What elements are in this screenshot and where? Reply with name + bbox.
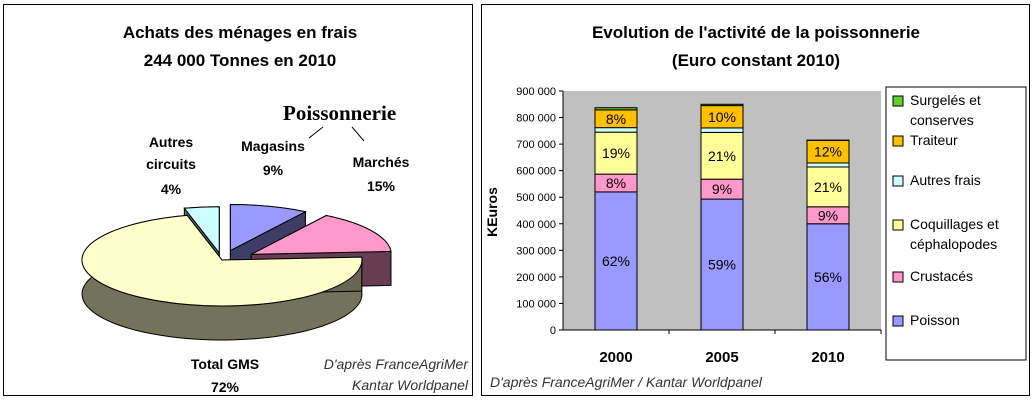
pie-label-marches-value: 15% — [367, 178, 396, 194]
bar-surgeles-et-conserves-2000 — [594, 107, 638, 111]
pie-label-autres-circuits-value: 4% — [161, 181, 182, 197]
pie-label-autres-circuits-line2: circuits — [146, 156, 196, 172]
legend-swatch-coquillages-et-cephalopodes — [892, 219, 904, 231]
y-tick-label: 900 000 — [516, 86, 556, 98]
y-tick-label: 200 000 — [516, 272, 556, 284]
pie-label-total-gms: Total GMS — [191, 356, 259, 372]
legend-label: Autres frais — [910, 172, 981, 188]
data-label-coquillages-et-cephalopodes-2010: 21% — [814, 179, 842, 195]
pie-labels: Autres circuits 4% Magasins 9% Marchés 1… — [146, 134, 410, 395]
data-label-crustaces-2000: 8% — [606, 175, 626, 191]
y-axis: 0 100 000 200 000 300 000 400 000 500 000 600 … — [516, 86, 564, 337]
legend-label: Surgelés et — [910, 92, 981, 108]
pie-label-total-gms-value: 72% — [211, 379, 240, 395]
x-axis: 2000 2005 2010 — [563, 329, 882, 366]
data-label-traiteur-2005: 10% — [708, 109, 736, 125]
legend-swatch-poisson — [892, 315, 904, 327]
bar-chart: Evolution de l'activité de la poissonner… — [484, 23, 1027, 390]
bar-poisson-2010 — [806, 223, 850, 331]
bar-autres-frais-2000 — [594, 127, 638, 133]
pie-label-magasins: Magasins — [241, 138, 305, 154]
group-label-poissonnerie: Poissonnerie — [283, 101, 396, 125]
legend-swatch-traiteur — [892, 135, 904, 147]
legend-label: Traiteur — [910, 132, 958, 148]
pie-source-line1: D'après FranceAgriMer — [324, 356, 470, 372]
legend-label: Poisson — [910, 312, 960, 328]
legend: Surgelés et conserves Traiteur Autres frais… — [892, 92, 999, 328]
data-label-coquillages-et-cephalopodes-2005: 21% — [708, 148, 736, 164]
data-label-crustaces-2010: 9% — [818, 207, 838, 223]
pie-slice-magasins — [229, 203, 307, 252]
bar-coquillages-et-cephalopodes-2010 — [806, 166, 850, 208]
legend-label: Coquillages et — [910, 216, 999, 232]
pie-chart-panel: Achats des ménages en frais 244 000 Tonn… — [3, 4, 473, 396]
bar-source: D'après FranceAgriMer / Kantar Worldpane… — [490, 374, 763, 390]
legend-label: céphalopodes — [910, 236, 997, 252]
bar-surgeles-et-conserves-2005 — [700, 103, 744, 107]
y-tick-label: 400 000 — [516, 219, 556, 231]
bar-poisson-2000 — [594, 191, 638, 331]
data-label-poisson-2005: 59% — [708, 257, 736, 273]
y-tick-label: 700 000 — [516, 139, 556, 151]
bar-autres-frais-2010 — [806, 162, 850, 168]
data-label-poisson-2000: 62% — [602, 253, 630, 269]
bar-chart-panel: Evolution de l'activité de la poissonner… — [481, 4, 1030, 396]
pie-chart: Achats des ménages en frais 244 000 Tonn… — [81, 23, 470, 395]
pie-source-line2: Kantar Worldpanel — [352, 377, 469, 393]
bar-autres-frais-2005 — [700, 127, 744, 133]
x-tick-label-2005: 2005 — [705, 349, 738, 366]
y-tick-label: 300 000 — [516, 245, 556, 257]
bar-coquillages-et-cephalopodes-2000 — [594, 131, 638, 175]
y-tick-label: 600 000 — [516, 166, 556, 178]
legend-swatch-surgeles-et-conserves — [892, 95, 904, 107]
y-tick-label: 0 — [550, 325, 556, 337]
data-label-traiteur-2010: 12% — [814, 144, 842, 160]
pie-label-marches: Marchés — [353, 154, 410, 170]
y-tick-label: 500 000 — [516, 192, 556, 204]
data-label-crustaces-2005: 9% — [712, 181, 732, 197]
pie-slice-marches — [251, 214, 392, 255]
y-tick-label: 100 000 — [516, 298, 556, 310]
x-tick-label-2010: 2010 — [811, 349, 844, 366]
data-label-coquillages-et-cephalopodes-2000: 19% — [602, 145, 630, 161]
bar-subtitle: (Euro constant 2010) — [672, 51, 840, 70]
legend-label: Crustacés — [910, 268, 973, 284]
bar-series: 62% 8% 19% 8% 59% 9% 21% 10% 56% 9% 21% 12% — [594, 103, 850, 331]
pie-subtitle: 244 000 Tonnes en 2010 — [144, 51, 336, 70]
legend-swatch-crustaces — [892, 271, 904, 283]
legend-label: conserves — [910, 112, 974, 128]
pie-slice-total-gms — [81, 214, 363, 307]
y-tick-label: 800 000 — [516, 113, 556, 125]
pie-label-autres-circuits-line1: Autres — [149, 134, 194, 150]
pie-slice-autres-circuits — [183, 206, 220, 255]
bar-title: Evolution de l'activité de la poissonner… — [592, 23, 920, 42]
pie-label-magasins-value: 9% — [263, 162, 284, 178]
pie-title: Achats des ménages en frais — [123, 23, 357, 42]
legend-box — [885, 86, 1027, 361]
group-leader-line-magasins — [308, 126, 324, 139]
legend-swatch-autres-frais — [892, 175, 904, 187]
x-tick-label-2000: 2000 — [599, 349, 632, 366]
group-leader-line-marches — [351, 126, 365, 142]
y-axis-label: KEuros — [484, 187, 500, 237]
data-label-poisson-2010: 56% — [814, 269, 842, 285]
data-label-traiteur-2000: 8% — [606, 111, 626, 127]
